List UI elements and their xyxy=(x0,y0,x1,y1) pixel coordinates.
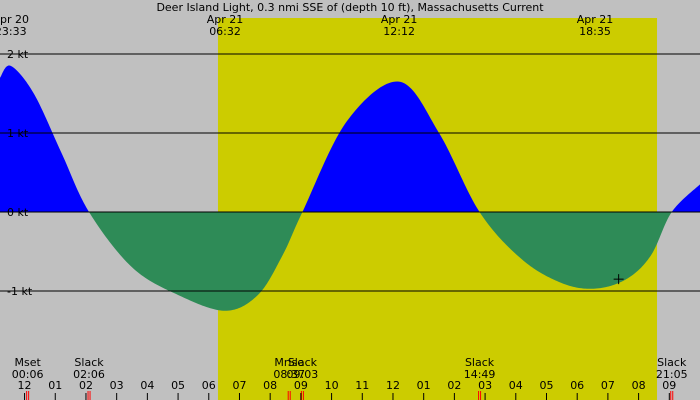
top-time-label: 06:32 xyxy=(209,25,241,38)
hour-tick-label: 11 xyxy=(355,379,369,392)
hour-tick-label: 07 xyxy=(232,379,246,392)
hour-tick-label: 04 xyxy=(509,379,523,392)
hour-tick-label: 10 xyxy=(325,379,339,392)
flood-current-area xyxy=(0,65,700,213)
top-date-label: Apr 21 xyxy=(381,13,418,26)
current-time-marker xyxy=(613,274,624,285)
hour-tick-label: 05 xyxy=(539,379,553,392)
event-time-label: 14:49 xyxy=(464,368,496,381)
event-time-label: 02:06 xyxy=(73,368,105,381)
chart-title: Deer Island Light, 0.3 nmi SSE of (depth… xyxy=(156,1,544,14)
top-date-label: Apr 21 xyxy=(207,13,244,26)
y-tick-label: -1 kt xyxy=(7,285,33,298)
hour-tick-label: 02 xyxy=(447,379,461,392)
top-time-label: 23:33 xyxy=(0,25,27,38)
hour-tick-label: 01 xyxy=(417,379,431,392)
hour-tick-label: 01 xyxy=(48,379,62,392)
hour-tick-label: 06 xyxy=(202,379,216,392)
event-name-label: Mset xyxy=(14,356,41,369)
event-time-label: 21:05 xyxy=(656,368,688,381)
hour-tick-label: 12 xyxy=(386,379,400,392)
event-name-label: Slack xyxy=(465,356,495,369)
hour-tick-label: 08 xyxy=(263,379,277,392)
hour-tick-label: 02 xyxy=(79,379,93,392)
ebb-current-area xyxy=(0,212,700,311)
top-time-label: 18:35 xyxy=(579,25,611,38)
hour-tick-label: 09 xyxy=(294,379,308,392)
hour-tick-label: 03 xyxy=(478,379,492,392)
hour-tick-label: 06 xyxy=(570,379,584,392)
event-name-label: Mrise xyxy=(274,356,304,369)
event-name-label: Slack xyxy=(74,356,104,369)
top-date-label: Apr 20 xyxy=(0,13,29,26)
y-tick-label: 1 kt xyxy=(7,127,29,140)
hour-tick-label: 12 xyxy=(18,379,32,392)
top-date-label: Apr 21 xyxy=(577,13,614,26)
top-time-label: 12:12 xyxy=(383,25,415,38)
y-tick-label: 2 kt xyxy=(7,48,29,61)
hour-tick-label: 04 xyxy=(140,379,154,392)
hour-tick-label: 09 xyxy=(662,379,676,392)
hour-tick-label: 03 xyxy=(110,379,124,392)
event-time-label: 08:37 xyxy=(273,368,305,381)
hour-tick-label: 05 xyxy=(171,379,185,392)
event-name-label: Slack xyxy=(657,356,687,369)
y-tick-label: 0 kt xyxy=(7,206,29,219)
event-name-label: Slack xyxy=(288,356,318,369)
hour-tick-label: 07 xyxy=(601,379,615,392)
hour-tick-label: 08 xyxy=(632,379,646,392)
event-time-label: 00:06 xyxy=(12,368,44,381)
event-time-label: 09:03 xyxy=(287,368,319,381)
